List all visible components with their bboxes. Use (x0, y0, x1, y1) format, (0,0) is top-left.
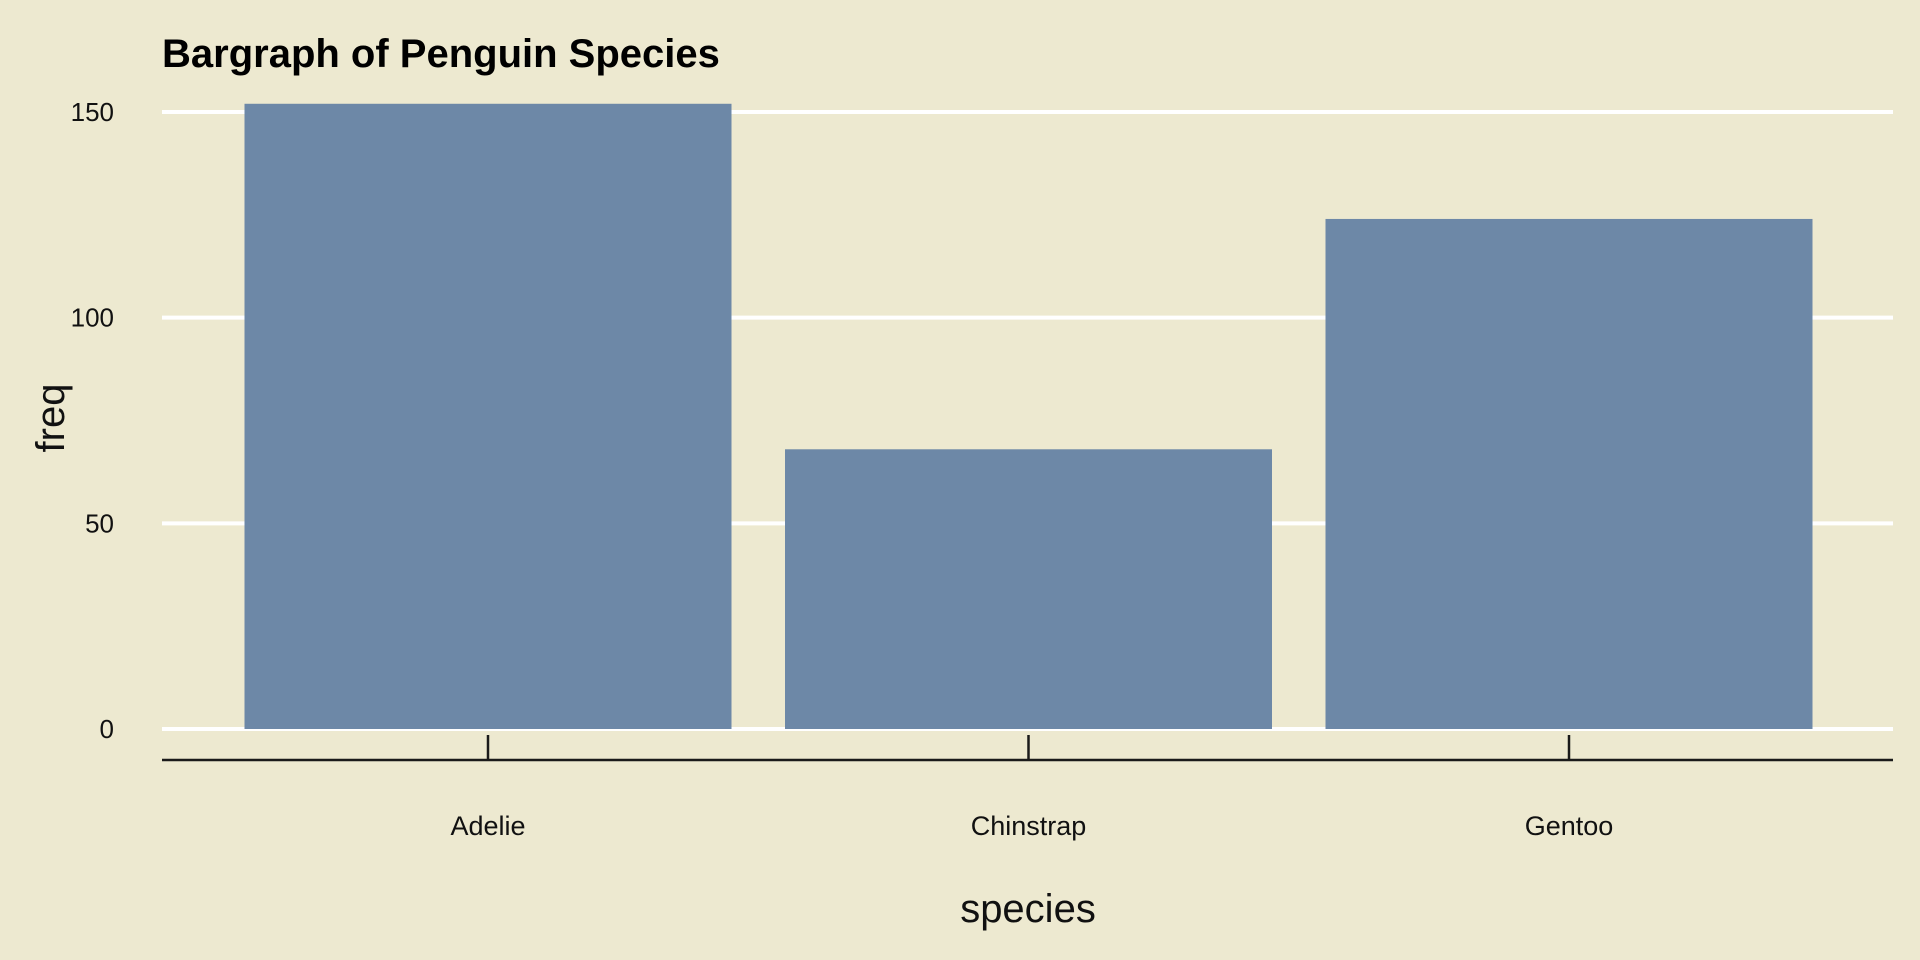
y-tick-label: 100 (71, 303, 114, 333)
bar-gentoo (1325, 218, 1813, 730)
x-axis (162, 735, 1893, 762)
y-tick-label: 50 (85, 508, 114, 538)
y-tick-label: 150 (71, 97, 114, 127)
chart-title: Bargraph of Penguin Species (162, 32, 720, 76)
bars (244, 103, 1813, 730)
x-axis-title: species (960, 887, 1096, 931)
x-tick-label: Adelie (450, 811, 525, 841)
bar-chinstrap (785, 449, 1272, 729)
x-tick-labels: Adelie Chinstrap Gentoo (450, 811, 1613, 841)
x-tick-label: Chinstrap (971, 811, 1087, 841)
y-tick-label: 0 (100, 714, 114, 744)
y-axis-title: freq (29, 384, 73, 453)
bar-adelie (244, 103, 732, 730)
x-tick-label: Gentoo (1525, 811, 1614, 841)
y-tick-labels: 0 50 100 150 (71, 97, 114, 744)
